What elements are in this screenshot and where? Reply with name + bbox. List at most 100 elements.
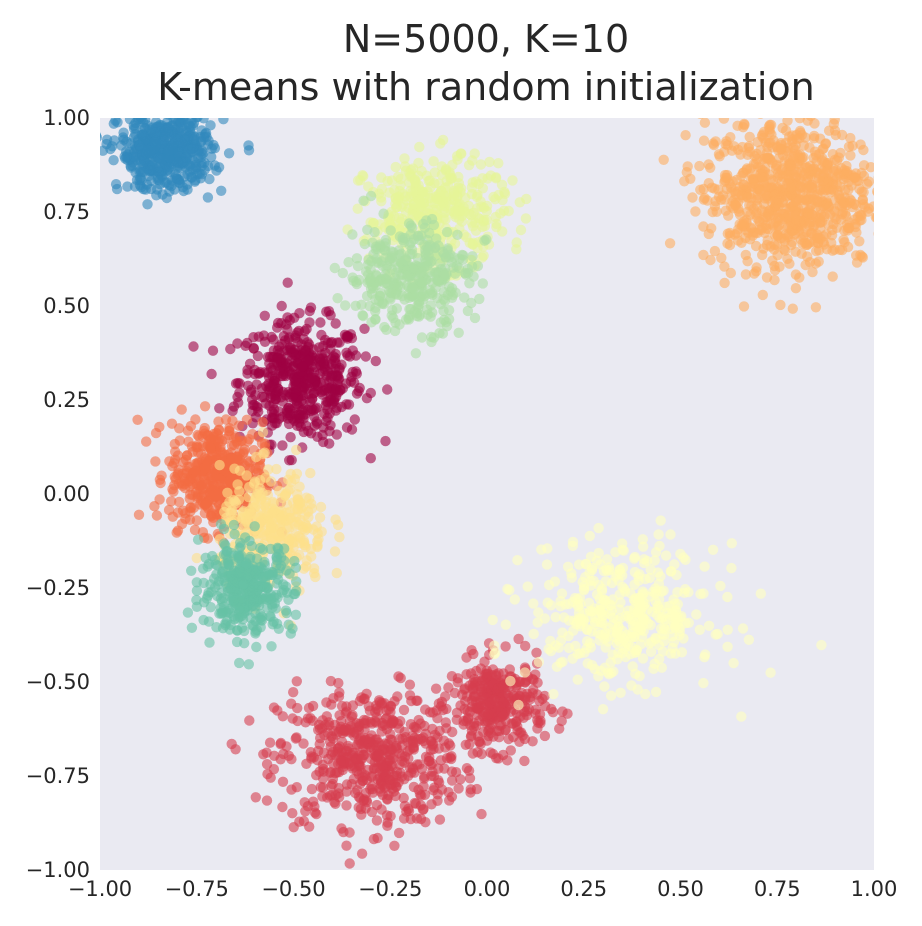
point (331, 567, 342, 579)
point (332, 371, 343, 382)
point (209, 160, 220, 171)
point (716, 252, 727, 264)
point (466, 297, 477, 309)
point (391, 743, 403, 754)
point (353, 739, 364, 750)
point (215, 519, 227, 530)
point (261, 747, 272, 758)
point (690, 206, 701, 217)
point (265, 611, 276, 622)
point (477, 278, 488, 289)
point (430, 683, 442, 694)
point (378, 298, 389, 310)
point (556, 715, 567, 727)
point (566, 572, 577, 583)
point (349, 414, 360, 425)
point (629, 579, 640, 590)
point (351, 368, 362, 379)
point (288, 687, 299, 698)
point (750, 240, 762, 252)
point (737, 141, 748, 153)
point (764, 169, 775, 180)
point (795, 182, 806, 193)
point (646, 636, 657, 648)
point (312, 540, 323, 551)
point (178, 456, 189, 468)
point (306, 503, 317, 514)
point (827, 271, 838, 282)
point (374, 749, 385, 761)
point (637, 534, 648, 545)
point (460, 192, 471, 203)
point (395, 281, 406, 293)
point (225, 343, 236, 355)
point (492, 683, 504, 694)
point (225, 567, 237, 578)
point (459, 292, 470, 303)
point (407, 187, 418, 198)
point (614, 564, 625, 575)
point (773, 200, 784, 212)
point (237, 562, 249, 573)
point (326, 780, 337, 792)
point (276, 338, 287, 350)
point (281, 607, 292, 619)
point (858, 199, 869, 210)
point (650, 583, 661, 594)
point (807, 266, 818, 278)
point (438, 294, 449, 305)
point (407, 209, 418, 221)
point (164, 118, 173, 120)
point (443, 281, 455, 292)
point (214, 459, 225, 471)
point (757, 222, 768, 233)
point (427, 738, 439, 750)
point (250, 568, 261, 579)
point (252, 581, 263, 592)
point (392, 691, 403, 702)
point (573, 559, 585, 570)
point (201, 498, 212, 509)
point (653, 529, 664, 540)
point (831, 165, 842, 176)
point (385, 225, 396, 236)
point (698, 135, 710, 146)
point (722, 228, 733, 239)
point (722, 591, 733, 603)
point (489, 649, 500, 660)
point (794, 118, 806, 124)
point (513, 633, 524, 645)
point (412, 300, 423, 311)
point (308, 563, 320, 574)
point (599, 681, 610, 692)
point (746, 222, 757, 233)
point (222, 545, 233, 557)
point (251, 641, 262, 653)
point (467, 748, 478, 759)
point (150, 456, 161, 467)
point (422, 256, 433, 267)
point (728, 657, 739, 669)
point (650, 596, 661, 607)
point (170, 446, 181, 457)
point (632, 596, 643, 608)
point (320, 334, 331, 346)
point (411, 310, 423, 322)
point (375, 779, 386, 790)
point (270, 603, 281, 614)
point (436, 169, 448, 180)
point (390, 161, 401, 173)
point (272, 322, 283, 333)
point (174, 435, 185, 446)
point (873, 189, 874, 196)
point (837, 206, 848, 217)
point (243, 659, 254, 670)
point (839, 237, 850, 248)
point (890, 161, 900, 171)
point (505, 745, 516, 756)
point (206, 151, 217, 163)
point (535, 715, 546, 726)
point (292, 420, 303, 431)
point (251, 624, 263, 636)
point (632, 684, 643, 695)
